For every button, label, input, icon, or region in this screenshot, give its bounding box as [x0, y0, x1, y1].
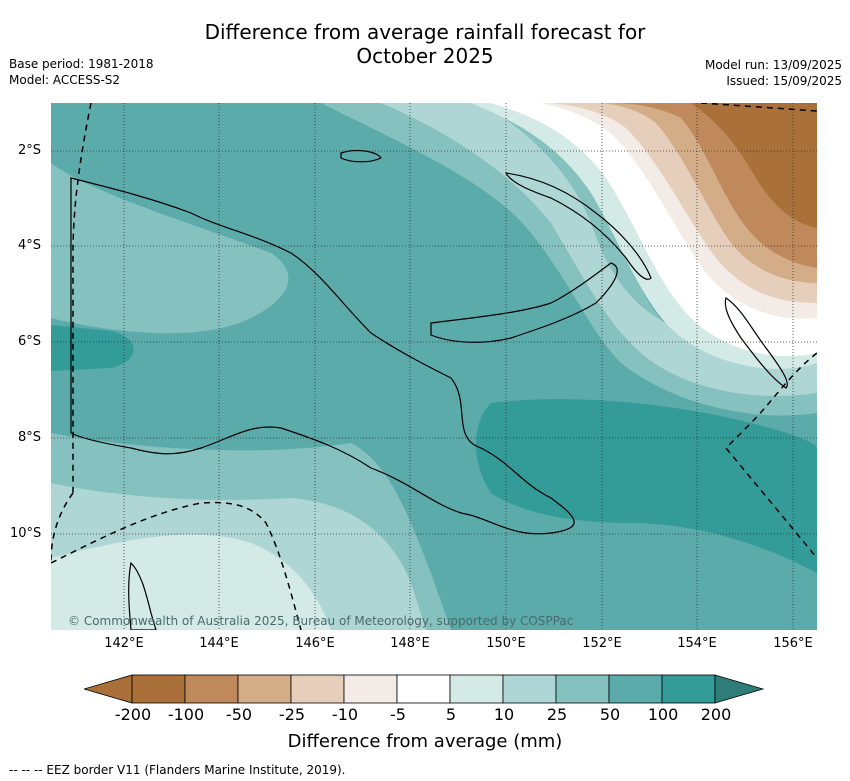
eez-borders: [51, 103, 817, 630]
cbar-label: -50: [225, 705, 253, 724]
colorbar-segment: [131, 674, 186, 704]
model-name: Model: ACCESS-S2: [9, 73, 121, 87]
lat-tick-10s: 10°S: [10, 526, 42, 541]
rainfall-map: [51, 103, 817, 630]
lat-tick-8s: 8°S: [18, 430, 42, 445]
issued-date: Issued: 15/09/2025: [726, 74, 842, 88]
meta-right: Model run: 13/09/2025 Issued: 15/09/2025: [705, 57, 842, 89]
lon-tick-150e: 150°E: [486, 636, 526, 651]
lon-tick-142e: 142°E: [104, 636, 144, 651]
lon-tick-148e: 148°E: [390, 636, 430, 651]
new-britain-outline: [430, 262, 618, 343]
colorbar-arrow-left: [84, 674, 133, 704]
manus-outline: [340, 149, 382, 163]
new-guinea-outline: [70, 177, 575, 535]
cbar-label: -25: [278, 705, 306, 724]
cbar-label: 200: [700, 705, 732, 724]
cbar-label: -5: [390, 705, 406, 724]
lat-tick-6s: 6°S: [18, 334, 42, 349]
new-ireland-outline: [504, 172, 652, 280]
colorbar-title: Difference from average (mm): [287, 731, 563, 752]
cbar-label: 5: [445, 705, 457, 724]
cbar-label: -200: [114, 705, 152, 724]
title-line-1: Difference from average rainfall forecas…: [204, 20, 646, 44]
model-run: Model run: 13/09/2025: [704, 58, 842, 72]
copyright-credit: © Commonwealth of Australia 2025, Bureau…: [68, 614, 574, 628]
lon-tick-146e: 146°E: [295, 636, 335, 651]
lon-tick-152e: 152°E: [582, 636, 622, 651]
cbar-label: -10: [331, 705, 359, 724]
map-panel: [51, 103, 817, 630]
colorbar: [84, 674, 765, 704]
cbar-label: 50: [599, 705, 621, 724]
map-title: Difference from average rainfall forecas…: [0, 20, 850, 68]
lat-tick-4s: 4°S: [18, 238, 42, 253]
colorbar-segment: [661, 674, 716, 704]
cbar-label: 100: [647, 705, 679, 724]
lon-tick-144e: 144°E: [199, 636, 239, 651]
band-25-50-ne: [321, 103, 817, 416]
colorbar-segment: [290, 674, 345, 704]
colorbar-segment: [237, 674, 292, 704]
cape-york-outline: [128, 561, 157, 630]
band-5-10-sw: [51, 534, 331, 630]
lon-tick-154e: 154°E: [677, 636, 717, 651]
lon-tick-156e: 156°E: [773, 636, 813, 651]
colorbar-segment: [555, 674, 610, 704]
cbar-label: -100: [167, 705, 205, 724]
cbar-label: 25: [546, 705, 568, 724]
title-line-2: October 2025: [356, 44, 494, 68]
colorbar-arrow-right: [714, 674, 765, 704]
colorbar-segment: [502, 674, 557, 704]
eez-note: -- -- -- EEZ border V11 (Flanders Marine…: [9, 763, 346, 777]
band-25-50-west: [51, 163, 289, 334]
colorbar-segment: [343, 674, 398, 704]
colorbar-segment: [184, 674, 239, 704]
graticule: [51, 103, 817, 630]
meta-left: Base period: 1981-2018 Model: ACCESS-S2: [9, 56, 154, 88]
band-10-25-ne: [381, 103, 817, 397]
band-100-200-west: [51, 325, 134, 371]
lat-tick-2s: 2°S: [18, 143, 42, 158]
colorbar-segment: [396, 674, 451, 704]
colorbar-segment: [449, 674, 504, 704]
colorbar-segment: [608, 674, 663, 704]
bougainville-outline: [724, 297, 788, 389]
cbar-label: 10: [493, 705, 515, 724]
band-neg200-neg100: [691, 103, 817, 228]
base-period: Base period: 1981-2018: [9, 57, 154, 71]
